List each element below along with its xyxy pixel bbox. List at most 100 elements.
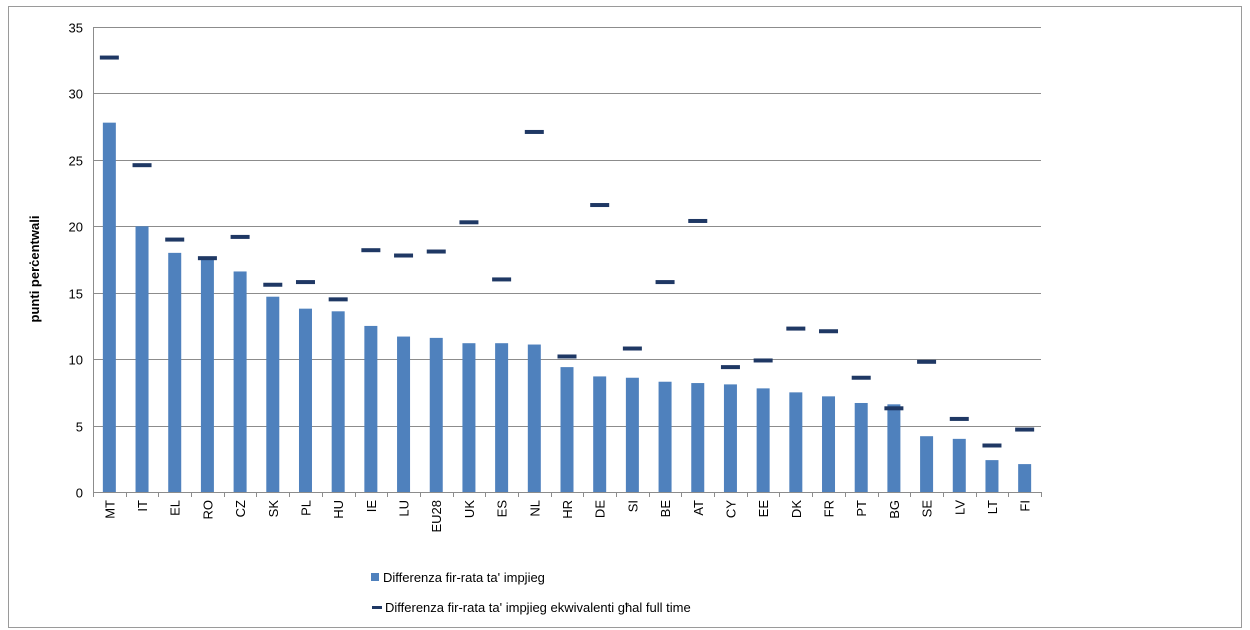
bar-NL [527,344,541,492]
x-tick-label-IT: IT [135,500,150,512]
marker-series [99,55,1035,448]
bar-IT [135,226,149,493]
bar-FR [822,396,836,492]
marker-IE [361,248,381,253]
bar-LT [985,460,999,492]
bar-CZ [233,271,247,492]
bar-series [102,122,1032,493]
y-tick-label-30: 30 [69,87,83,102]
marker-UK [459,220,479,225]
x-tick-label-HU: HU [331,500,346,519]
chart: 0 5 10 15 20 25 30 35 MT IT EL RO CZ SK PL HU IE LU EU28 U… [27,21,1042,615]
y-tick-label-15: 15 [69,287,83,302]
bar-BE [658,381,672,492]
bar-BG [887,404,901,492]
marker-SE [917,359,937,364]
bar-ES [495,343,509,492]
x-tick-label-CZ: CZ [233,500,248,517]
bar-AT [691,383,705,492]
x-tick-label-FI: FI [1018,500,1033,512]
x-tick-label-FR: FR [822,500,837,517]
legend-swatch-markers [372,606,382,609]
x-tick-label-BE: BE [658,500,673,518]
marker-SK [263,282,283,287]
y-tick-label-0: 0 [76,486,83,501]
x-tick-label-HR: HR [560,500,575,519]
bar-DE [593,376,607,492]
marker-RO [197,256,217,261]
chart-frame: 0 5 10 15 20 25 30 35 MT IT EL RO CZ SK PL HU IE LU EU28 U… [8,6,1242,628]
marker-HR [557,354,577,359]
x-tick-label-MT: MT [102,500,117,519]
marker-BE [655,280,675,285]
marker-CY [720,365,740,370]
y-tick-labels: 0 5 10 15 20 25 30 35 [69,21,83,501]
x-tick-labels: MT IT EL RO CZ SK PL HU IE LU EU28 UK ES NL HR DE SI BE AT… [102,500,1032,533]
x-tick-label-EL: EL [168,500,183,516]
bar-EE [756,388,770,492]
bar-SI [625,377,639,492]
marker-EL [165,237,185,242]
marker-NL [524,129,544,134]
x-tick-label-PL: PL [298,500,313,516]
bar-UK [462,343,476,492]
marker-MT [99,55,119,60]
y-tick-label-10: 10 [69,353,83,368]
x-tick-label-RO: RO [200,500,215,520]
marker-SI [622,346,642,351]
marker-FR [819,329,839,334]
x-tick-label-EU28: EU28 [429,500,444,533]
marker-DK [786,326,806,331]
x-tick-label-LT: LT [985,500,1000,514]
bar-LU [397,336,411,492]
bar-HR [560,367,574,492]
x-tick-label-SI: SI [625,500,640,512]
marker-EE [753,358,773,363]
bar-MT [102,122,116,493]
legend-label-bars: Differenza fir-rata ta' impjieg [383,570,545,585]
x-tick-label-EE: EE [756,500,771,518]
x-tick-label-DK: DK [789,500,804,518]
x-tick-label-ES: ES [495,500,510,518]
bar-CY [723,384,737,492]
marker-PT [851,375,871,380]
marker-EU28 [426,249,446,254]
bar-FI [1018,464,1032,492]
x-tick-label-SE: SE [920,500,935,518]
marker-CZ [230,234,250,239]
marker-PL [295,280,315,285]
y-tick-label-25: 25 [69,154,83,169]
x-tick-label-UK: UK [462,500,477,518]
x-tick-label-DE: DE [593,500,608,518]
legend-label-markers: Differenza fir-rata ta' impjieg ekwivale… [385,600,691,615]
y-axis-title: punti perċentwali [27,216,42,323]
legend: Differenza fir-rata ta' impjieg Differen… [371,570,691,615]
x-tick-label-PT: PT [854,500,869,517]
bar-DK [789,392,803,492]
x-tick-label-SK: SK [266,500,281,518]
bar-SE [920,436,934,492]
bar-IE [364,325,378,492]
bar-RO [200,258,214,492]
legend-swatch-bars [371,573,379,581]
bar-EU28 [429,337,443,492]
x-tick-label-BG: BG [887,500,902,519]
y-tick-label-5: 5 [76,420,83,435]
marker-FI [1015,427,1035,432]
legend-item-markers: Differenza fir-rata ta' impjieg ekwivale… [372,600,691,615]
bar-PT [854,402,868,492]
x-tick-label-CY: CY [723,500,738,518]
gridlines [93,27,1041,427]
bar-PL [298,308,312,492]
marker-IT [132,163,152,168]
marker-BG [884,406,904,411]
x-tick-label-IE: IE [364,500,379,513]
bar-LV [952,438,966,492]
marker-HU [328,297,348,302]
x-tick-label-LU: LU [397,500,412,517]
bar-HU [331,311,345,492]
x-tick-label-NL: NL [527,500,542,517]
x-tick-label-LV: LV [952,500,967,515]
legend-item-bars: Differenza fir-rata ta' impjieg [371,570,545,585]
marker-LU [394,253,414,258]
